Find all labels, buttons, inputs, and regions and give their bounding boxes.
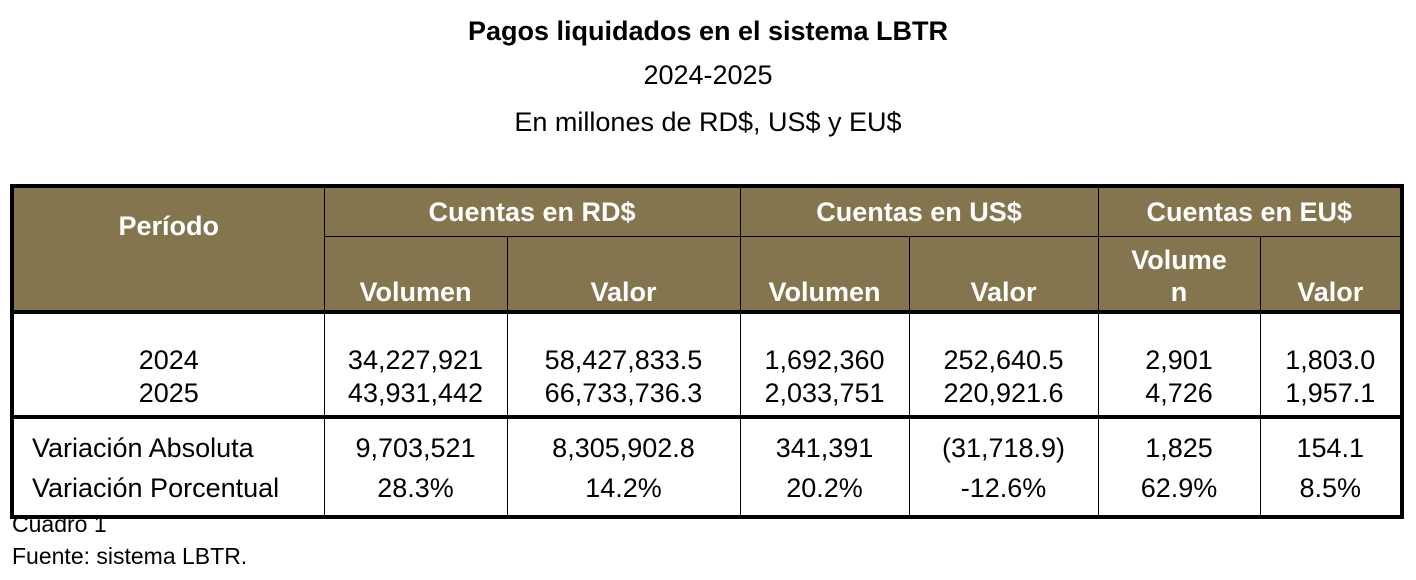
table-row: Variación Porcentual 28.3% 14.2% 20.2% -…: [11, 473, 1403, 517]
cell: 220,921.6: [908, 378, 1099, 417]
cell: 252,640.5: [908, 312, 1099, 378]
cell: 341,391: [739, 417, 910, 473]
cell: 1,803.0: [1259, 312, 1403, 378]
table-caption: Cuadro 1: [12, 511, 107, 537]
subheader-us-valor: Valor: [908, 236, 1099, 313]
cell: 4,726: [1097, 378, 1261, 417]
cell: 1,825: [1097, 417, 1261, 473]
cell: 66,733,736.3: [506, 378, 741, 417]
report-subtitle: 2024-2025: [643, 60, 773, 90]
cell: 43,931,442: [323, 378, 508, 417]
row-label: Variación Absoluta: [11, 417, 325, 473]
row-label: 2024: [11, 312, 325, 378]
cell: 1,957.1: [1259, 378, 1403, 417]
subheader-rd-volumen: Volumen: [323, 236, 508, 313]
subheader-rd-valor: Valor: [506, 236, 741, 313]
cell: 2,033,751: [739, 378, 910, 417]
cell: (31,718.9): [908, 417, 1099, 473]
row-label: Variación Porcentual: [11, 473, 325, 517]
group-header-rd: Cuentas en RD$: [323, 185, 741, 237]
subheader-eu-volumen: Volume n: [1097, 236, 1261, 313]
cell: 34,227,921: [323, 312, 508, 378]
group-header-us: Cuentas en US$: [739, 185, 1099, 237]
table-row: Variación Absoluta 9,703,521 8,305,902.8…: [11, 417, 1403, 473]
payments-table: Período Cuentas en RD$ Cuentas en US$ Cu…: [10, 184, 1404, 519]
cell: 8.5%: [1259, 473, 1403, 517]
cell: 20.2%: [739, 473, 910, 517]
cell: 8,305,902.8: [506, 417, 741, 473]
table-source: Fuente: sistema LBTR.: [12, 543, 248, 569]
cell: 2,901: [1097, 312, 1261, 378]
cell: 28.3%: [323, 473, 508, 517]
subheader-eu-valor: Valor: [1259, 236, 1403, 313]
table-row: 2024 34,227,921 58,427,833.5 1,692,360 2…: [11, 312, 1403, 378]
cell: 58,427,833.5: [506, 312, 741, 378]
report-units: En millones de RD$, US$ y EU$: [514, 107, 902, 137]
cell: -12.6%: [908, 473, 1099, 517]
cell: 154.1: [1259, 417, 1403, 473]
cell: 14.2%: [506, 473, 741, 517]
group-header-eu: Cuentas en EU$: [1097, 185, 1403, 237]
report-title: Pagos liquidados en el sistema LBTR: [467, 16, 949, 46]
period-header: Período: [11, 185, 325, 313]
cell: 9,703,521: [323, 417, 508, 473]
table-row: 2025 43,931,442 66,733,736.3 2,033,751 2…: [11, 378, 1403, 417]
subheader-us-volumen: Volumen: [739, 236, 910, 313]
row-label: 2025: [11, 378, 325, 417]
cell: 62.9%: [1097, 473, 1261, 517]
cell: 1,692,360: [739, 312, 910, 378]
